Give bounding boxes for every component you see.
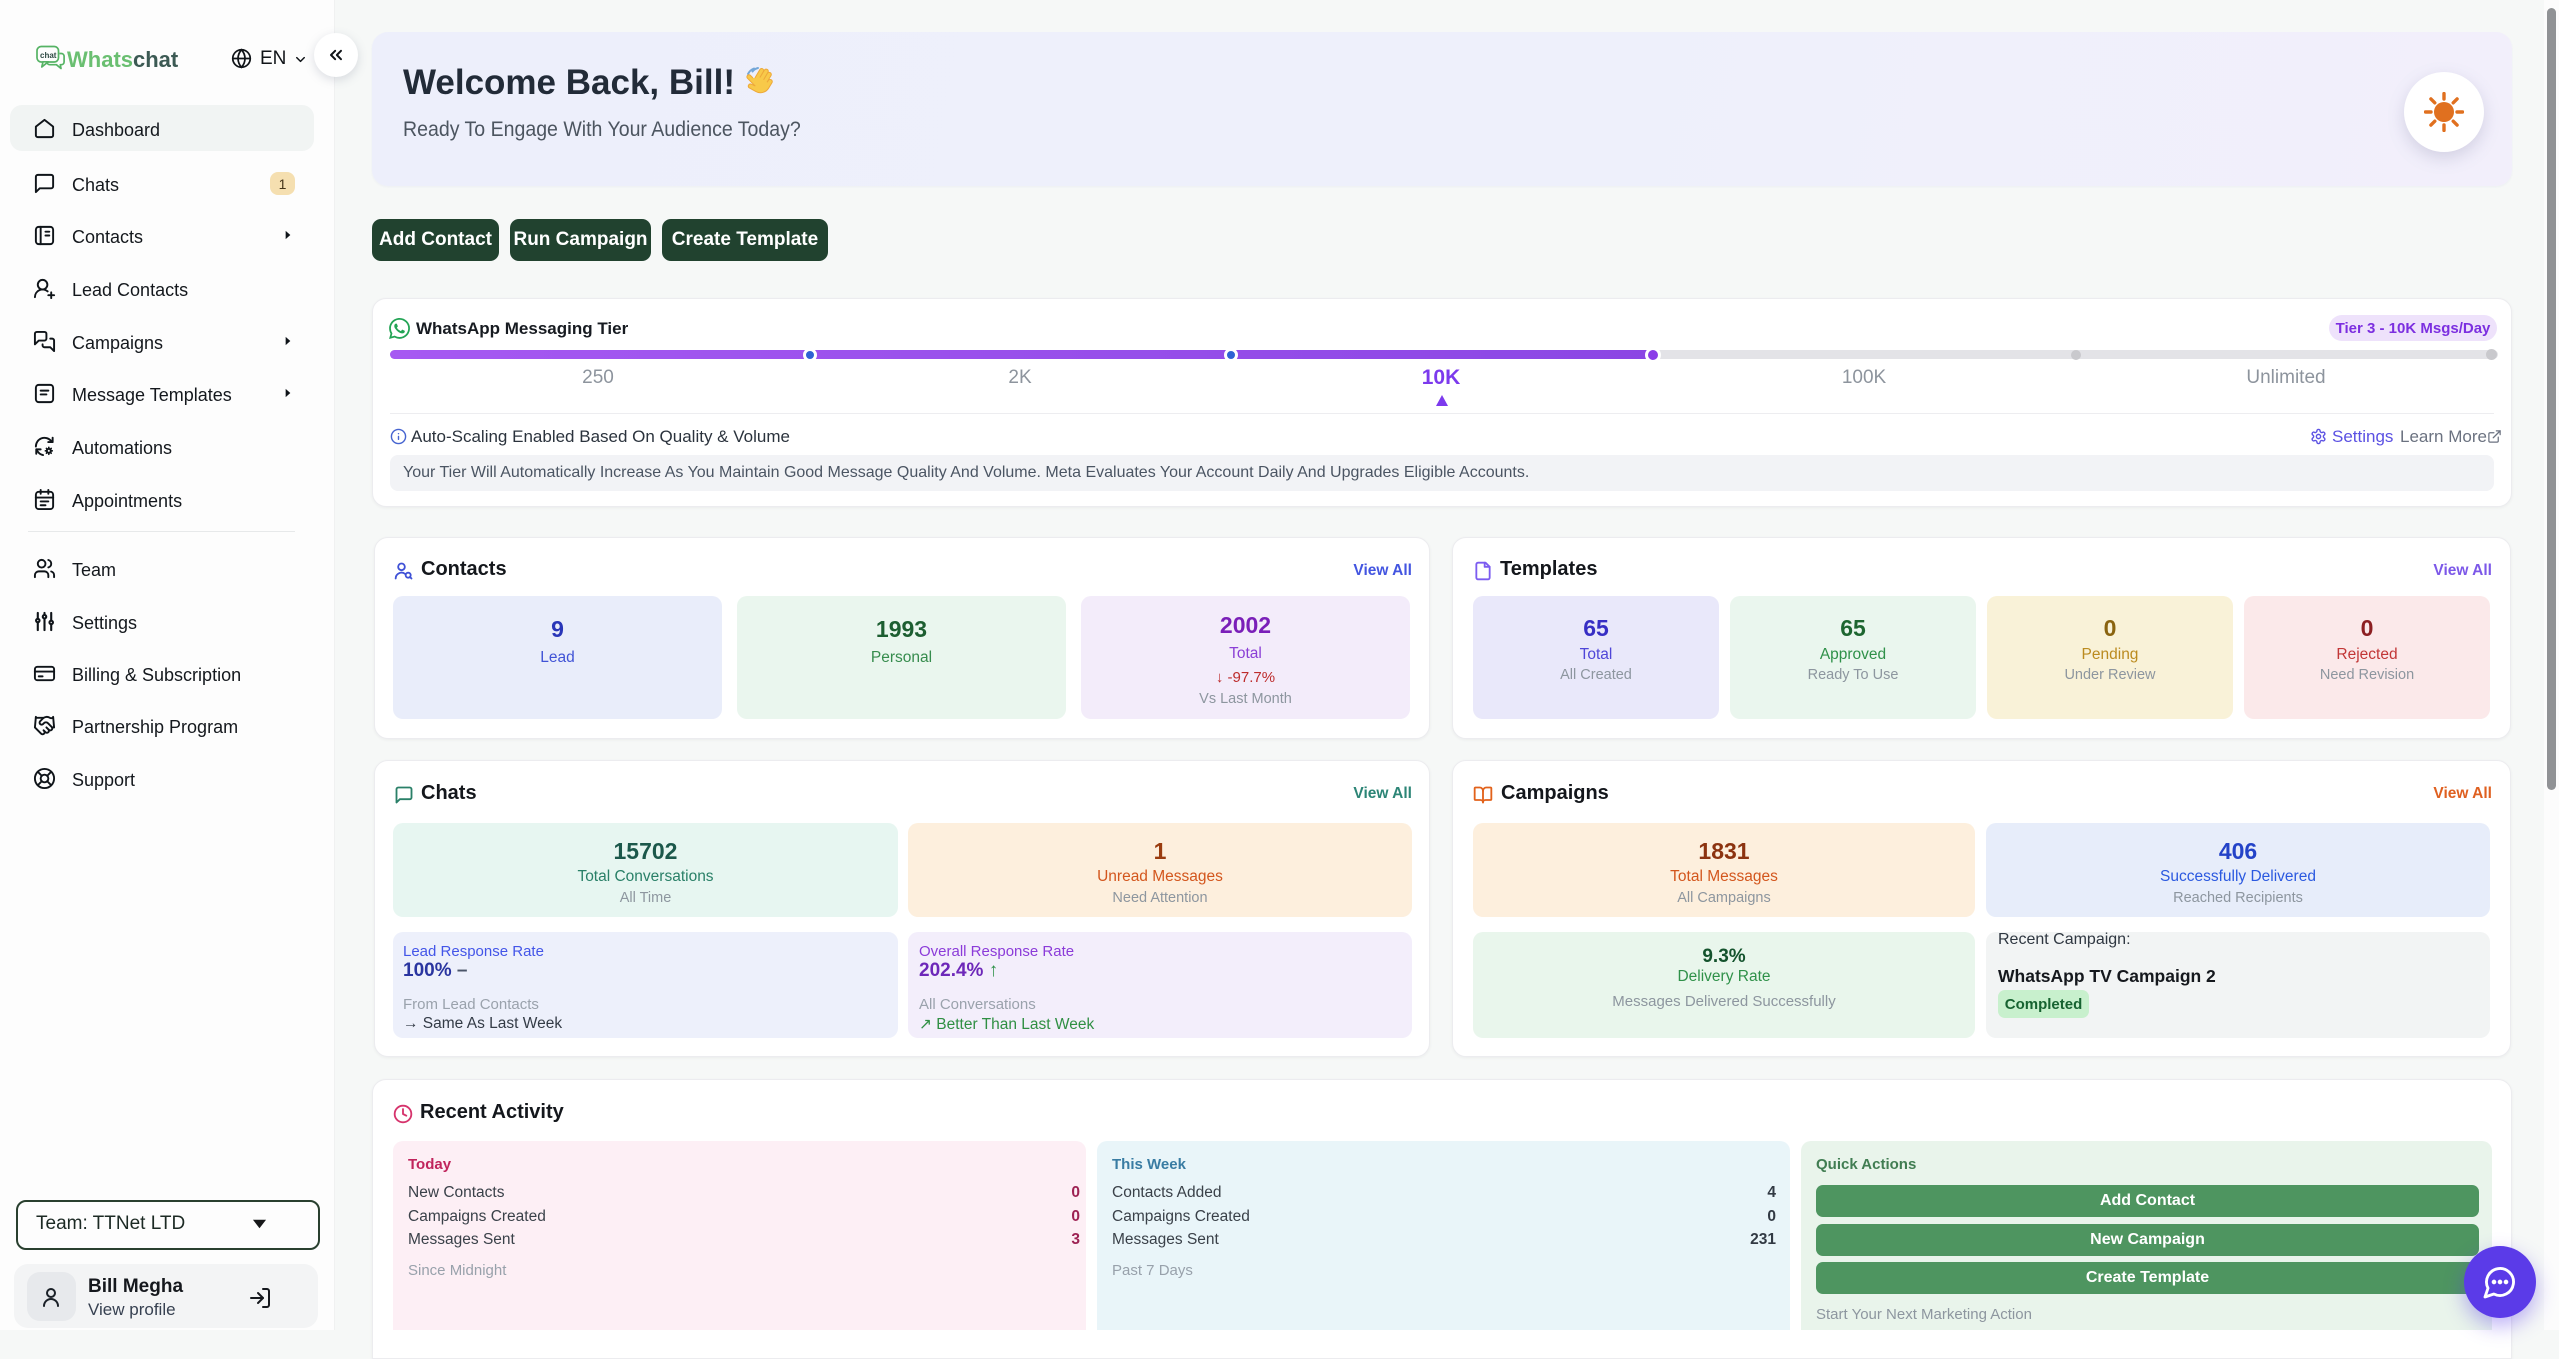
svg-text:chat: chat (40, 51, 57, 60)
